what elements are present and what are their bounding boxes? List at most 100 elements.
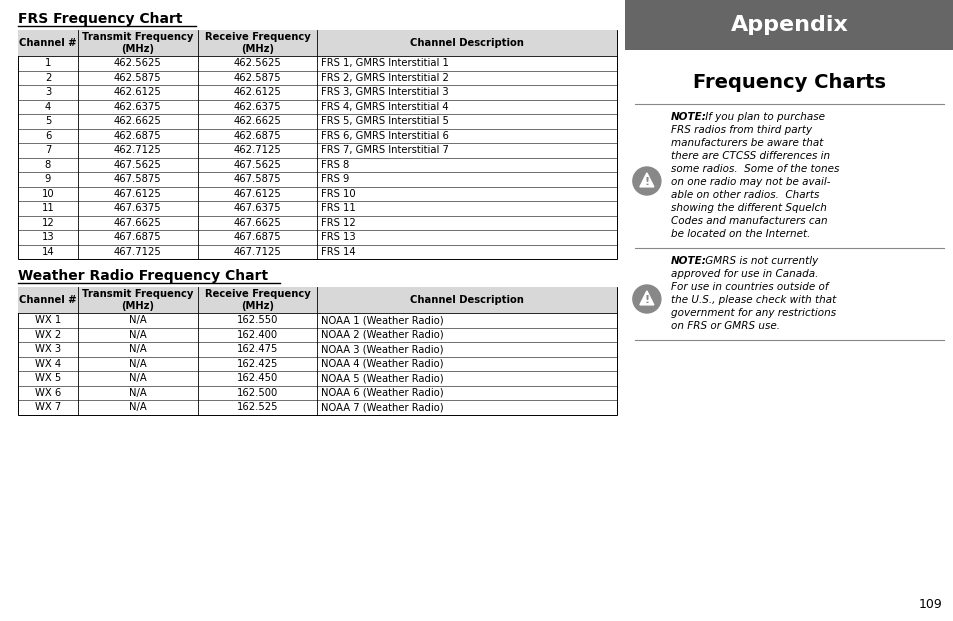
Text: 462.5875: 462.5875 bbox=[113, 73, 161, 83]
Text: 2: 2 bbox=[45, 73, 51, 83]
Text: !: ! bbox=[643, 296, 649, 306]
Text: 162.525: 162.525 bbox=[236, 402, 278, 412]
Text: 467.5875: 467.5875 bbox=[113, 175, 161, 184]
Text: 467.5625: 467.5625 bbox=[113, 160, 161, 170]
Text: showing the different Squelch: showing the different Squelch bbox=[670, 203, 826, 213]
Polygon shape bbox=[639, 291, 653, 305]
Text: Channel #: Channel # bbox=[19, 38, 76, 48]
Text: 162.400: 162.400 bbox=[236, 330, 278, 340]
Text: 162.475: 162.475 bbox=[236, 344, 278, 354]
Text: WX 4: WX 4 bbox=[35, 359, 61, 369]
Text: NOAA 2 (Weather Radio): NOAA 2 (Weather Radio) bbox=[321, 330, 443, 340]
Text: Transmit Frequency
(MHz): Transmit Frequency (MHz) bbox=[82, 289, 193, 310]
Text: government for any restrictions: government for any restrictions bbox=[670, 308, 835, 318]
Text: 7: 7 bbox=[45, 145, 51, 155]
Text: FRS 10: FRS 10 bbox=[321, 189, 355, 199]
Bar bbox=[18, 287, 617, 414]
Text: !: ! bbox=[643, 178, 649, 188]
Text: 462.5625: 462.5625 bbox=[233, 58, 281, 68]
Text: NOAA 6 (Weather Radio): NOAA 6 (Weather Radio) bbox=[321, 388, 443, 397]
Text: FRS 1, GMRS Interstitial 1: FRS 1, GMRS Interstitial 1 bbox=[321, 58, 449, 68]
Text: Codes and manufacturers can: Codes and manufacturers can bbox=[670, 216, 826, 226]
Text: 467.6125: 467.6125 bbox=[233, 189, 281, 199]
Text: WX 1: WX 1 bbox=[34, 315, 61, 325]
Text: WX 6: WX 6 bbox=[34, 388, 61, 397]
Text: 14: 14 bbox=[42, 247, 54, 256]
Text: 467.7125: 467.7125 bbox=[233, 247, 281, 256]
Text: 467.6375: 467.6375 bbox=[233, 203, 281, 213]
Text: FRS 4, GMRS Interstitial 4: FRS 4, GMRS Interstitial 4 bbox=[321, 102, 449, 112]
Text: 12: 12 bbox=[42, 218, 54, 228]
Text: 462.5625: 462.5625 bbox=[113, 58, 161, 68]
Text: FRS 6, GMRS Interstitial 6: FRS 6, GMRS Interstitial 6 bbox=[321, 131, 449, 141]
Text: N/A: N/A bbox=[129, 402, 147, 412]
Bar bbox=[18, 287, 617, 313]
Text: 462.5875: 462.5875 bbox=[233, 73, 281, 83]
Text: Frequency Charts: Frequency Charts bbox=[692, 73, 885, 91]
Text: N/A: N/A bbox=[129, 359, 147, 369]
Text: able on other radios.  Charts: able on other radios. Charts bbox=[670, 190, 819, 200]
Text: 10: 10 bbox=[42, 189, 54, 199]
Text: Channel #: Channel # bbox=[19, 295, 76, 305]
Bar bbox=[18, 30, 617, 56]
Text: Receive Frequency
(MHz): Receive Frequency (MHz) bbox=[205, 32, 310, 54]
Text: N/A: N/A bbox=[129, 388, 147, 397]
Text: WX 5: WX 5 bbox=[34, 373, 61, 383]
Text: NOAA 1 (Weather Radio): NOAA 1 (Weather Radio) bbox=[321, 315, 443, 325]
Text: 467.6875: 467.6875 bbox=[233, 232, 281, 242]
Text: some radios.  Some of the tones: some radios. Some of the tones bbox=[670, 164, 839, 174]
Text: FRS Frequency Chart: FRS Frequency Chart bbox=[18, 12, 182, 26]
Text: on one radio may not be avail-: on one radio may not be avail- bbox=[670, 177, 829, 187]
Text: 467.5625: 467.5625 bbox=[233, 160, 281, 170]
Text: 462.6625: 462.6625 bbox=[233, 116, 281, 126]
Text: 462.6625: 462.6625 bbox=[113, 116, 161, 126]
Text: NOAA 5 (Weather Radio): NOAA 5 (Weather Radio) bbox=[321, 373, 443, 383]
Bar bbox=[18, 30, 617, 259]
Text: 462.6375: 462.6375 bbox=[113, 102, 161, 112]
Text: Channel Description: Channel Description bbox=[410, 295, 523, 305]
Text: NOTE:: NOTE: bbox=[670, 256, 706, 266]
Text: WX 7: WX 7 bbox=[34, 402, 61, 412]
Text: Appendix: Appendix bbox=[730, 15, 847, 35]
Text: FRS radios from third party: FRS radios from third party bbox=[670, 125, 811, 135]
Text: WX 3: WX 3 bbox=[35, 344, 61, 354]
Circle shape bbox=[632, 167, 660, 195]
Text: 462.7125: 462.7125 bbox=[113, 145, 161, 155]
Text: 162.425: 162.425 bbox=[236, 359, 278, 369]
Text: If you plan to purchase: If you plan to purchase bbox=[701, 112, 824, 122]
Text: FRS 9: FRS 9 bbox=[321, 175, 350, 184]
Text: N/A: N/A bbox=[129, 344, 147, 354]
Text: 462.6375: 462.6375 bbox=[233, 102, 281, 112]
Text: 5: 5 bbox=[45, 116, 51, 126]
Text: 13: 13 bbox=[42, 232, 54, 242]
Text: manufacturers be aware that: manufacturers be aware that bbox=[670, 138, 822, 148]
Text: FRS 13: FRS 13 bbox=[321, 232, 355, 242]
Text: there are CTCSS differences in: there are CTCSS differences in bbox=[670, 151, 829, 161]
Text: 4: 4 bbox=[45, 102, 51, 112]
Text: NOAA 4 (Weather Radio): NOAA 4 (Weather Radio) bbox=[321, 359, 443, 369]
Text: 462.6125: 462.6125 bbox=[233, 87, 281, 97]
Text: FRS 14: FRS 14 bbox=[321, 247, 355, 256]
Text: NOAA 3 (Weather Radio): NOAA 3 (Weather Radio) bbox=[321, 344, 443, 354]
Text: approved for use in Canada.: approved for use in Canada. bbox=[670, 269, 818, 279]
Text: GMRS is not currently: GMRS is not currently bbox=[701, 256, 818, 266]
Text: Channel Description: Channel Description bbox=[410, 38, 523, 48]
Text: 467.6375: 467.6375 bbox=[113, 203, 161, 213]
Text: N/A: N/A bbox=[129, 315, 147, 325]
Text: 462.7125: 462.7125 bbox=[233, 145, 281, 155]
Text: 6: 6 bbox=[45, 131, 51, 141]
Text: 467.5875: 467.5875 bbox=[233, 175, 281, 184]
Text: FRS 11: FRS 11 bbox=[321, 203, 355, 213]
Text: 467.6625: 467.6625 bbox=[113, 218, 161, 228]
Text: 462.6875: 462.6875 bbox=[113, 131, 161, 141]
Text: the U.S., please check with that: the U.S., please check with that bbox=[670, 295, 835, 305]
Circle shape bbox=[632, 285, 660, 313]
Text: 467.6125: 467.6125 bbox=[113, 189, 161, 199]
Text: Transmit Frequency
(MHz): Transmit Frequency (MHz) bbox=[82, 32, 193, 54]
Text: FRS 5, GMRS Interstitial 5: FRS 5, GMRS Interstitial 5 bbox=[321, 116, 449, 126]
Text: 11: 11 bbox=[42, 203, 54, 213]
Text: WX 2: WX 2 bbox=[34, 330, 61, 340]
Text: 462.6875: 462.6875 bbox=[233, 131, 281, 141]
Text: 3: 3 bbox=[45, 87, 51, 97]
Text: 109: 109 bbox=[918, 598, 941, 611]
